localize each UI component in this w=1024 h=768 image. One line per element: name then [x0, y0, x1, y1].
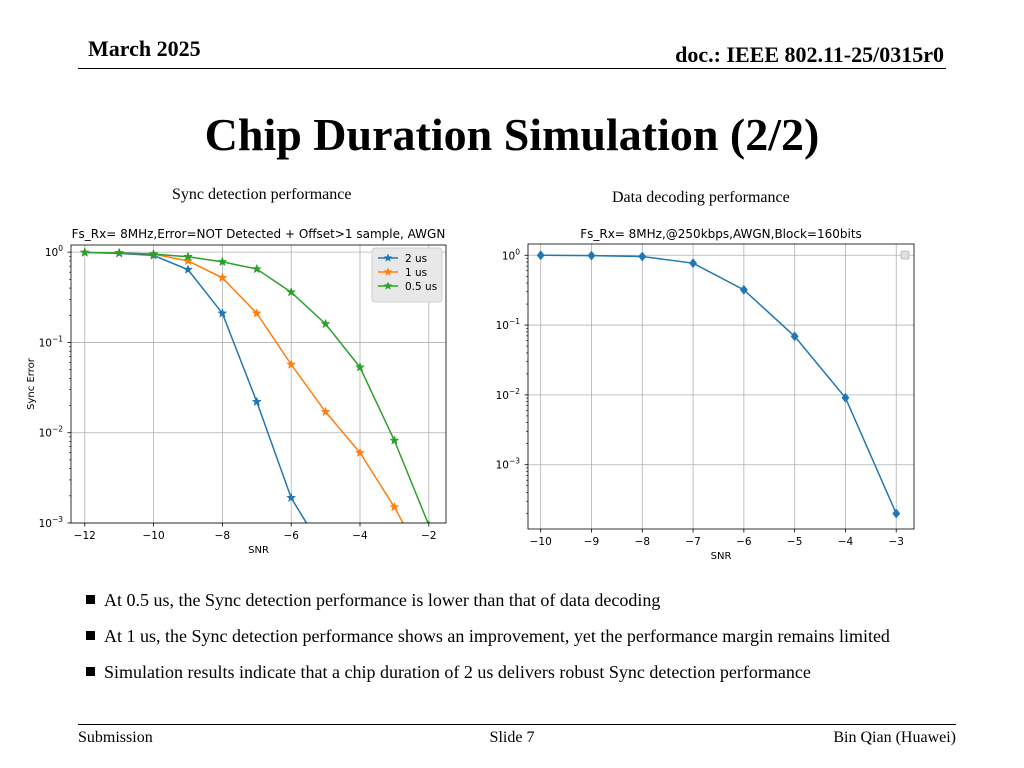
x-tick-label: −8 [635, 536, 650, 548]
data-point-marker [182, 264, 194, 274]
data-point-marker [182, 251, 194, 262]
chart-sync: −12 −10 −8 −6 −4 −2 100 10−1 10−2 10−3 Fs_Rx= 8MHz… [26, 227, 447, 574]
series-line [540, 254, 897, 514]
y-tick-label: 10−1 [39, 334, 64, 349]
legend-label: 1 us [405, 267, 427, 279]
data-point-marker [79, 247, 90, 257]
y-tick-label: 10−2 [39, 425, 64, 440]
x-tick-label: −4 [352, 530, 368, 542]
x-tick-label: −2 [421, 530, 436, 542]
bullet-square-icon [86, 595, 95, 604]
header-doc-id: doc.: IEEE 802.11-25/0315r0 [675, 42, 944, 67]
plot-frame [527, 243, 915, 530]
data-point-marker [148, 248, 159, 259]
x-tick-label: −12 [74, 530, 96, 542]
x-tick-label: −10 [530, 536, 552, 548]
y-tick-label: 100 [502, 247, 520, 262]
bullet-item: Simulation results indicate that a chip … [84, 654, 948, 690]
bullet-item: At 0.5 us, the Sync detection performanc… [84, 582, 948, 618]
bullet-text: Simulation results indicate that a chip … [104, 662, 811, 682]
data-point-marker [182, 255, 194, 266]
data-point-marker [424, 566, 433, 574]
plot-frame [70, 244, 447, 524]
y-tick-label: 10−1 [496, 317, 521, 332]
legend-marker [383, 267, 393, 276]
data-point-marker [427, 519, 431, 523]
data-point-marker [251, 396, 262, 407]
x-tick-label: −5 [787, 536, 802, 548]
y-tick-label: 10−2 [496, 387, 521, 402]
data-point-marker [841, 392, 850, 403]
chart-legend: 2 us 1 us 0.5 us [371, 247, 443, 303]
data-point-marker [286, 286, 297, 297]
data-point-marker [251, 308, 262, 318]
charts-canvas: −12 −10 −8 −6 −4 −2 100 10−1 10−2 10−3 Fs_Rx= 8MHz… [26, 227, 915, 574]
footer-left: Submission [78, 729, 153, 746]
data-point-marker [739, 284, 748, 295]
data-point-marker [321, 550, 330, 558]
x-tick-label: −3 [888, 536, 903, 548]
x-tick-label: −6 [736, 536, 752, 548]
data-point-marker [320, 318, 331, 329]
data-point-marker [689, 258, 698, 269]
data-point-marker [354, 447, 366, 458]
bullet-list: At 0.5 us, the Sync detection performanc… [84, 582, 948, 690]
data-point-marker [389, 501, 400, 512]
data-point-marker [286, 492, 297, 503]
bullet-item: At 1 us, the Sync detection performance … [84, 618, 948, 654]
x-axis-label: SNR [248, 545, 269, 556]
data-point-marker [217, 256, 228, 267]
footer-author: Bin Qian (Huawei) [833, 729, 956, 746]
data-point-marker [320, 406, 331, 417]
header-divider [78, 68, 946, 69]
legend-label: 0.5 us [405, 281, 437, 293]
header-date: March 2025 [88, 36, 201, 61]
footer-slide-number: Slide 7 [489, 729, 535, 746]
chart-decode: −10 −9 −8 −7 −6 −5 −4 −3 100 10−1 10−2 10−3 Fs_Rx= 8… [496, 227, 915, 562]
data-point-marker [114, 247, 125, 258]
y-tick-label: 100 [45, 244, 63, 259]
bullet-square-icon [86, 667, 95, 676]
empty-legend-box [900, 250, 910, 260]
bullet-text: At 0.5 us, the Sync detection performanc… [104, 590, 661, 610]
x-axis-label: SNR [711, 551, 732, 562]
x-tick-label: −6 [283, 530, 299, 542]
data-point-marker [587, 250, 596, 261]
left-chart-caption: Sync detection performance [172, 186, 352, 203]
x-tick-label: −9 [584, 536, 599, 548]
x-tick-label: −4 [838, 536, 854, 548]
bullet-square-icon [86, 631, 95, 640]
legend-marker [383, 281, 393, 290]
data-point-marker [354, 362, 366, 372]
chart-title: Fs_Rx= 8MHz,@250kbps,AWGN,Block=160bits [580, 227, 862, 241]
series-line [84, 251, 308, 523]
legend-marker [383, 253, 393, 262]
right-chart-caption: Data decoding performance [612, 189, 790, 206]
data-point-marker [536, 250, 545, 261]
data-point-marker [389, 435, 400, 445]
x-tick-label: −8 [215, 530, 230, 542]
series-data-0 [536, 250, 901, 519]
data-point-marker [892, 508, 901, 519]
y-axis-label: Sync Error [26, 357, 37, 410]
x-tick-label: −7 [685, 536, 700, 548]
x-tick-label: −10 [142, 530, 164, 542]
data-point-marker [638, 251, 647, 262]
data-point-marker [286, 359, 297, 369]
data-point-marker [217, 272, 228, 283]
data-point-marker [790, 331, 799, 342]
bullet-text: At 1 us, the Sync detection performance … [104, 626, 890, 646]
y-tick-label: 10−3 [496, 457, 521, 472]
series-0-5-us [79, 247, 431, 523]
data-point-marker [217, 308, 228, 318]
data-point-marker [251, 263, 262, 274]
slide-title: Chip Duration Simulation (2/2) [204, 109, 820, 160]
y-tick-label: 10−3 [39, 515, 64, 530]
chart-title: Fs_Rx= 8MHz,Error=NOT Detected + Offset>… [72, 227, 446, 241]
footer-divider [78, 724, 956, 725]
legend-label: 2 us [405, 253, 427, 265]
